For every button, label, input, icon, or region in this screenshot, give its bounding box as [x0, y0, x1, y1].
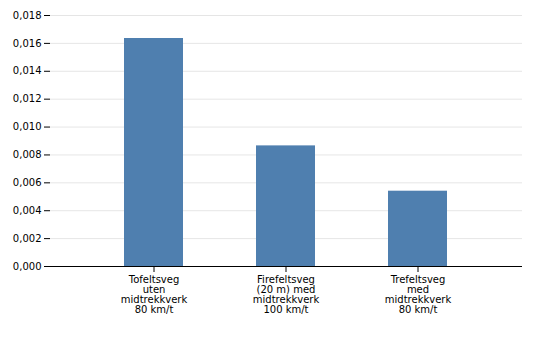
svg-text:0,010: 0,010 [13, 121, 42, 132]
svg-text:0,008: 0,008 [13, 149, 42, 160]
svg-text:0,006: 0,006 [13, 177, 42, 188]
svg-text:0,018: 0,018 [13, 10, 42, 21]
svg-text:Firefeltsveg(20 m) medmidtrekk: Firefeltsveg(20 m) medmidtrekkverk100 km… [253, 274, 320, 315]
svg-text:Trefeltsvegmedmidtrekkverk80 k: Trefeltsvegmedmidtrekkverk80 km/t [385, 274, 452, 315]
svg-text:0,016: 0,016 [13, 38, 42, 49]
svg-text:0,004: 0,004 [13, 205, 42, 216]
svg-text:0,002: 0,002 [13, 233, 42, 244]
svg-text:0,012: 0,012 [13, 93, 42, 104]
svg-text:0,014: 0,014 [13, 65, 42, 76]
svg-text:Tofeltsvegutenmidtrekkverk80 k: Tofeltsvegutenmidtrekkverk80 km/t [121, 274, 188, 315]
svg-text:0,000: 0,000 [13, 261, 42, 272]
